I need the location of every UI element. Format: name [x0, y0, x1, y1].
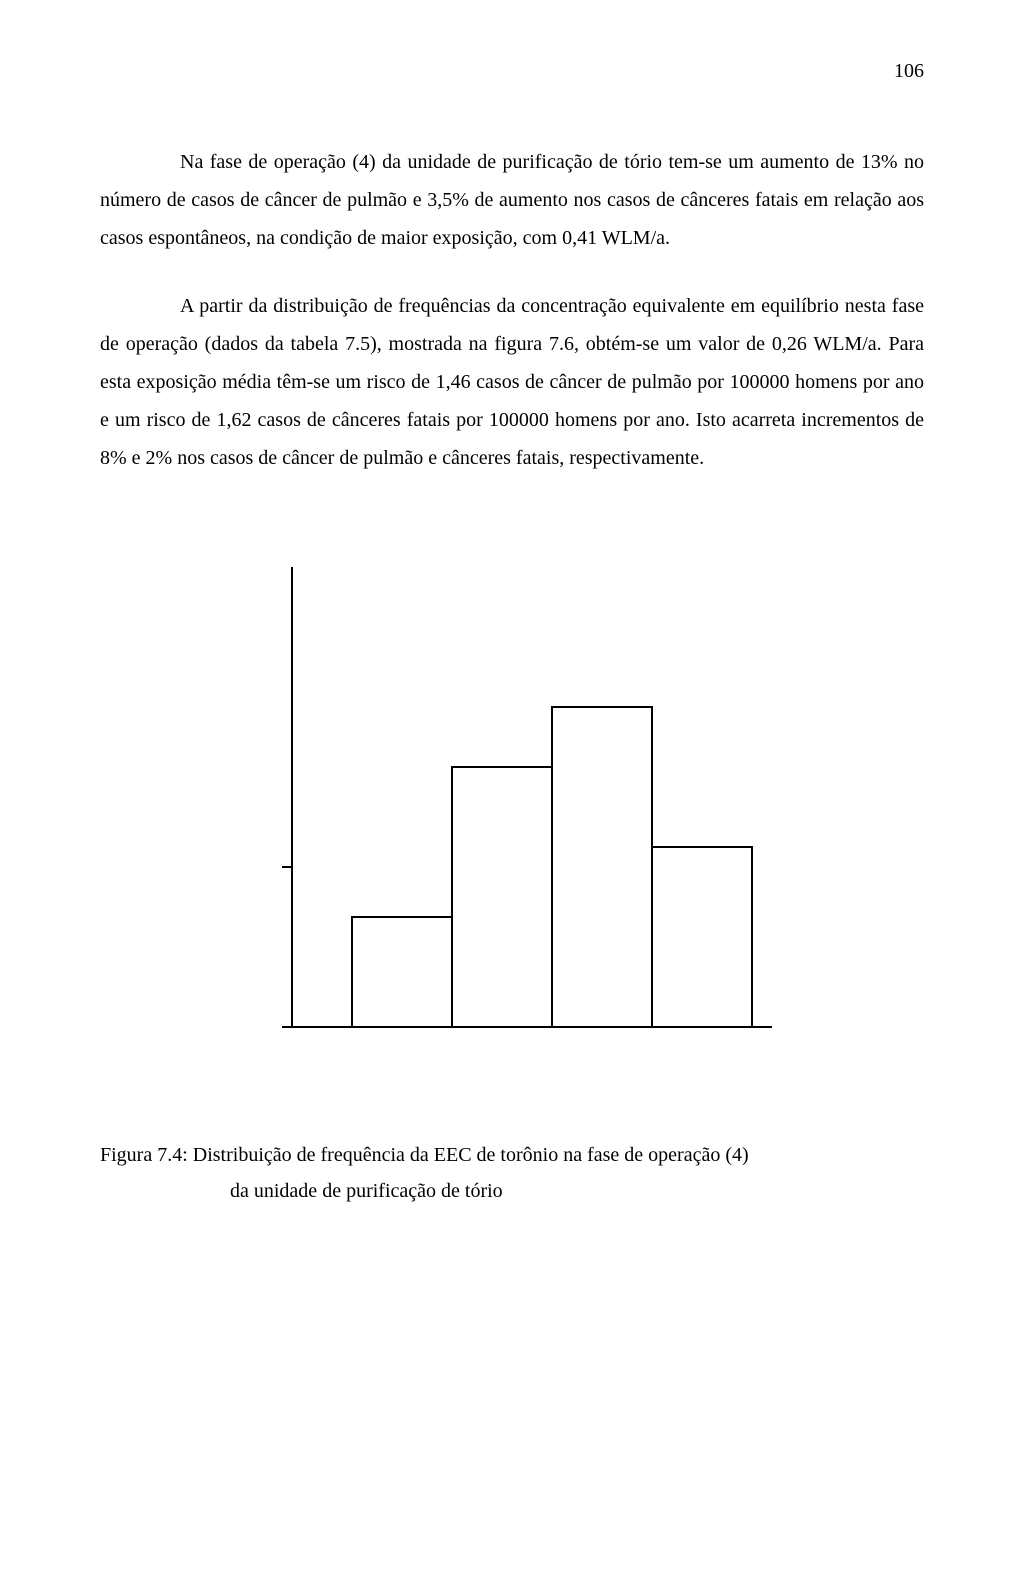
paragraph-1: Na fase de operação (4) da unidade de pu… [100, 143, 924, 257]
chart-svg [232, 547, 792, 1067]
caption-line-1: Figura 7.4: Distribuição de frequência d… [100, 1137, 924, 1173]
caption-line-2: da unidade de purificação de tório [100, 1173, 924, 1209]
paragraph-2: A partir da distribuição de frequências … [100, 287, 924, 477]
page-container: 106 Na fase de operação (4) da unidade d… [0, 0, 1024, 1289]
histogram-chart [232, 547, 792, 1067]
figure-caption: Figura 7.4: Distribuição de frequência d… [100, 1137, 924, 1209]
page-number: 106 [100, 60, 924, 83]
